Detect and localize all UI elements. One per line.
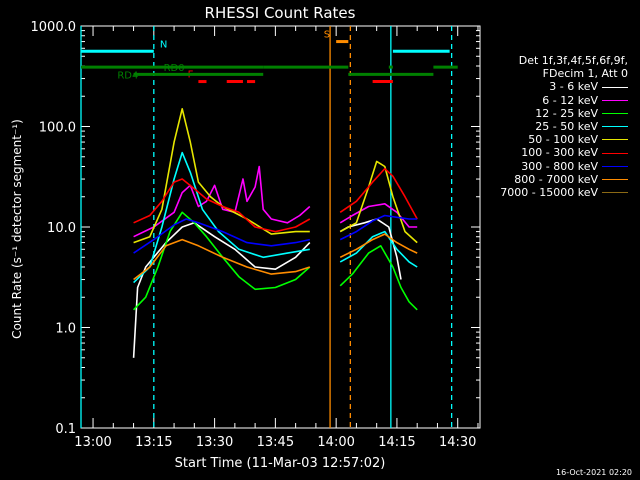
legend-entry-label: 25 - 50 keV bbox=[535, 120, 598, 134]
y-tick-label: 1.0 bbox=[55, 322, 76, 337]
flag-label: S bbox=[324, 30, 330, 41]
series-line bbox=[133, 178, 311, 233]
legend: Det 1f,3f,4f,5f,6f,9f, FDecim 1, Att 0 3… bbox=[478, 54, 628, 199]
series-line bbox=[339, 160, 418, 244]
x-tick-label: 14:30 bbox=[439, 435, 476, 450]
legend-entry: 800 - 7000 keV bbox=[478, 173, 628, 186]
timestamp: 16-Oct-2021 02:20 bbox=[556, 468, 632, 477]
series-line bbox=[339, 214, 418, 241]
flag-label: RD4 bbox=[117, 70, 138, 81]
x-tick-label: 13:45 bbox=[257, 435, 294, 450]
legend-header-line1: Det 1f,3f,4f,5f,6f,9f, bbox=[518, 54, 628, 67]
series-line bbox=[339, 203, 418, 228]
series-line bbox=[133, 238, 311, 281]
legend-entry-label: 300 - 800 keV bbox=[521, 159, 598, 173]
x-axis-label: Start Time (11-Mar-03 12:57:02) bbox=[175, 456, 386, 471]
legend-swatch bbox=[602, 165, 628, 167]
legend-entry-label: 12 - 25 keV bbox=[535, 106, 598, 120]
legend-entry-label: 100 - 300 keV bbox=[521, 146, 598, 160]
series-line bbox=[133, 165, 311, 238]
flag-label: RD0 bbox=[164, 63, 185, 74]
legend-entry-label: 3 - 6 keV bbox=[549, 80, 598, 94]
legend-entry-label: 50 - 100 keV bbox=[528, 133, 598, 147]
x-tick-label: 13:15 bbox=[135, 435, 172, 450]
legend-swatch bbox=[602, 152, 628, 154]
series-line bbox=[133, 218, 310, 254]
plot-area: 0.1 1.0 10.0 100.0 1000.0 13:00 13:15 13:30 13:4… bbox=[31, 20, 481, 450]
series-line bbox=[339, 245, 418, 311]
legend-entry-label: 800 - 7000 keV bbox=[514, 172, 598, 186]
y-axis-label: Count Rate (s⁻¹ detector segment⁻¹) bbox=[10, 119, 24, 339]
legend-entry: 50 - 100 keV bbox=[478, 133, 628, 146]
series-line bbox=[339, 167, 418, 220]
series-line bbox=[133, 211, 311, 311]
x-tick-label: 13:00 bbox=[74, 435, 111, 450]
legend-entry-label: 6 - 12 keV bbox=[542, 93, 598, 107]
x-tick-label: 14:00 bbox=[317, 435, 354, 450]
series-line bbox=[133, 108, 310, 244]
series-line bbox=[339, 233, 418, 259]
chart-title: RHESSI Count Rates bbox=[205, 4, 356, 22]
legend-entry: 6 - 12 keV bbox=[478, 94, 628, 107]
legend-entry: 3 - 6 keV bbox=[478, 80, 628, 93]
y-tick-label: 1000.0 bbox=[31, 20, 77, 35]
y-tick-label: 0.1 bbox=[55, 422, 76, 437]
legend-header-line2: FDecim 1, Att 0 bbox=[542, 67, 628, 81]
series-line bbox=[339, 230, 418, 268]
legend-swatch bbox=[602, 99, 628, 101]
flag-label: N bbox=[160, 39, 167, 50]
y-tick-label: 10.0 bbox=[47, 221, 76, 236]
legend-swatch bbox=[602, 112, 628, 114]
legend-entry: 12 - 25 keV bbox=[478, 107, 628, 120]
legend-entry: 100 - 300 keV bbox=[478, 146, 628, 159]
legend-swatch bbox=[602, 126, 628, 128]
legend-swatch bbox=[602, 178, 628, 180]
y-tick-label: 100.0 bbox=[39, 121, 76, 136]
legend-entry-label: 7000 - 15000 keV bbox=[500, 186, 598, 200]
series-line bbox=[132, 222, 311, 358]
legend-swatch bbox=[602, 86, 628, 88]
x-tick-label: 14:15 bbox=[378, 435, 415, 450]
legend-entry: 25 - 50 keV bbox=[478, 120, 628, 133]
legend-entry: 300 - 800 keV bbox=[478, 160, 628, 173]
plot-frame bbox=[80, 25, 481, 429]
x-tick-label: 13:30 bbox=[196, 435, 233, 450]
series-line bbox=[339, 218, 402, 280]
legend-swatch bbox=[602, 192, 628, 194]
legend-entry: 7000 - 15000 keV bbox=[478, 186, 628, 199]
legend-swatch bbox=[602, 139, 628, 141]
